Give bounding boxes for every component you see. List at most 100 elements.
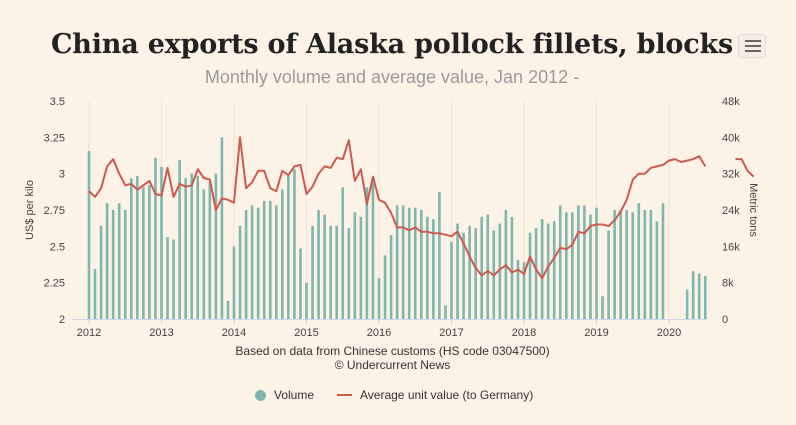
copyright-note: © Undercurrent News — [335, 358, 451, 372]
volume-bar — [474, 228, 477, 319]
volume-bar — [262, 200, 266, 319]
y-axis-title-left: US$ per kilo — [24, 180, 36, 240]
volume-bar — [540, 219, 544, 319]
volume-bar — [534, 228, 538, 319]
volume-bar — [281, 189, 284, 319]
volume-bar — [552, 221, 556, 319]
volume-bar — [172, 239, 175, 319]
volume-bar — [480, 216, 484, 319]
volume-bar — [619, 210, 622, 319]
volume-bar — [607, 230, 610, 319]
volume-bar — [486, 214, 490, 319]
y-tick-label-left: 3.5 — [50, 96, 65, 108]
y-tick-label-right: 0 — [722, 314, 728, 326]
volume-bar — [166, 237, 169, 319]
y-tick-label-right: 8k — [722, 278, 734, 290]
volume-bar — [528, 232, 532, 319]
volume-bar — [93, 269, 97, 319]
volume-bar — [395, 205, 399, 319]
volume-bar — [365, 187, 369, 319]
volume-bar — [274, 205, 278, 319]
volume-bar — [178, 160, 181, 319]
chart-subtitle: Monthly volume and average value, Jan 20… — [204, 67, 580, 87]
volume-bar — [426, 216, 429, 319]
volume-bar — [468, 225, 471, 319]
hamburger-menu-icon[interactable] — [738, 34, 766, 58]
volume-bar — [613, 210, 616, 319]
volume-bar — [87, 150, 91, 319]
y-tick-label-right: 32k — [722, 169, 740, 181]
volume-bar — [601, 296, 604, 319]
volume-bar — [226, 300, 230, 319]
x-tick-label: 2019 — [584, 327, 608, 339]
volume-bar — [462, 232, 465, 319]
y-tick-label-left: 3 — [59, 169, 65, 181]
volume-bar — [407, 207, 411, 319]
x-tick-label: 2018 — [512, 327, 536, 339]
volume-bar — [287, 175, 290, 319]
volume-bar — [649, 210, 653, 319]
volume-bar — [160, 166, 163, 319]
volume-bar — [256, 207, 260, 319]
volume-bar — [317, 210, 320, 319]
volume-bar — [571, 212, 574, 319]
volume-bar — [347, 228, 351, 319]
volume-bar — [401, 205, 405, 319]
volume-bar — [589, 214, 592, 319]
volume-bar — [510, 216, 514, 319]
volume-bar — [214, 173, 218, 319]
legend-volume-marker — [255, 389, 266, 401]
legend-unit-value-label: Average unit value (to Germany) — [360, 388, 534, 402]
y-tick-label-left: 2.25 — [44, 278, 65, 290]
volume-bar — [148, 185, 151, 319]
legend-item-unit-value[interactable]: Average unit value (to Germany) — [337, 388, 533, 402]
x-tick-label: 2017 — [439, 327, 463, 339]
x-tick-label: 2015 — [294, 327, 318, 339]
volume-bar — [631, 212, 635, 319]
volume-bar — [99, 225, 103, 319]
volume-bar — [341, 187, 345, 319]
y-tick-label-right: 48k — [722, 96, 740, 108]
x-tick-label: 2013 — [149, 327, 173, 339]
volume-bar — [208, 182, 212, 319]
volume-bar — [419, 210, 423, 319]
y-axis-title-right: Metric tons — [747, 183, 759, 237]
volume-bar — [558, 205, 562, 319]
volume-bar — [444, 305, 447, 319]
volume-bar — [123, 210, 127, 319]
volume-bar — [335, 225, 339, 319]
volume-bar — [299, 248, 302, 319]
legend-volume-label: Volume — [274, 388, 315, 402]
volume-bar — [697, 273, 701, 319]
volume-bar — [438, 191, 441, 319]
volume-bar — [305, 282, 308, 319]
volume-bar — [595, 207, 598, 319]
volume-bar — [456, 223, 459, 319]
x-tick-label: 2014 — [222, 327, 246, 339]
volume-bar — [196, 175, 200, 319]
x-tick-label: 2016 — [367, 327, 391, 339]
volume-bar — [546, 223, 550, 319]
volume-bar — [353, 212, 357, 319]
volume-bar — [311, 225, 314, 319]
volume-bar — [703, 275, 707, 319]
volume-bar — [643, 210, 647, 319]
legend-item-volume[interactable]: Volume — [255, 388, 314, 402]
volume-bar — [105, 203, 109, 319]
volume-bar — [691, 271, 695, 319]
x-tick-label: 2020 — [657, 327, 681, 339]
y-tick-label-left: 2.75 — [44, 205, 65, 217]
volume-bar — [371, 182, 375, 319]
y-tick-label-left: 2 — [59, 314, 65, 326]
volume-bar — [190, 173, 194, 319]
volume-bar — [111, 210, 115, 319]
volume-bar — [498, 223, 502, 319]
x-tick-label: 2012 — [77, 327, 101, 339]
y-tick-label-right: 24k — [722, 205, 740, 217]
volume-bar — [232, 246, 236, 319]
y-tick-label-right: 40k — [722, 132, 740, 144]
volume-bar — [583, 205, 586, 319]
volume-bar — [383, 255, 387, 319]
chart-title: China exports of Alaska pollock fillets,… — [51, 29, 733, 60]
volume-bar — [323, 214, 326, 319]
